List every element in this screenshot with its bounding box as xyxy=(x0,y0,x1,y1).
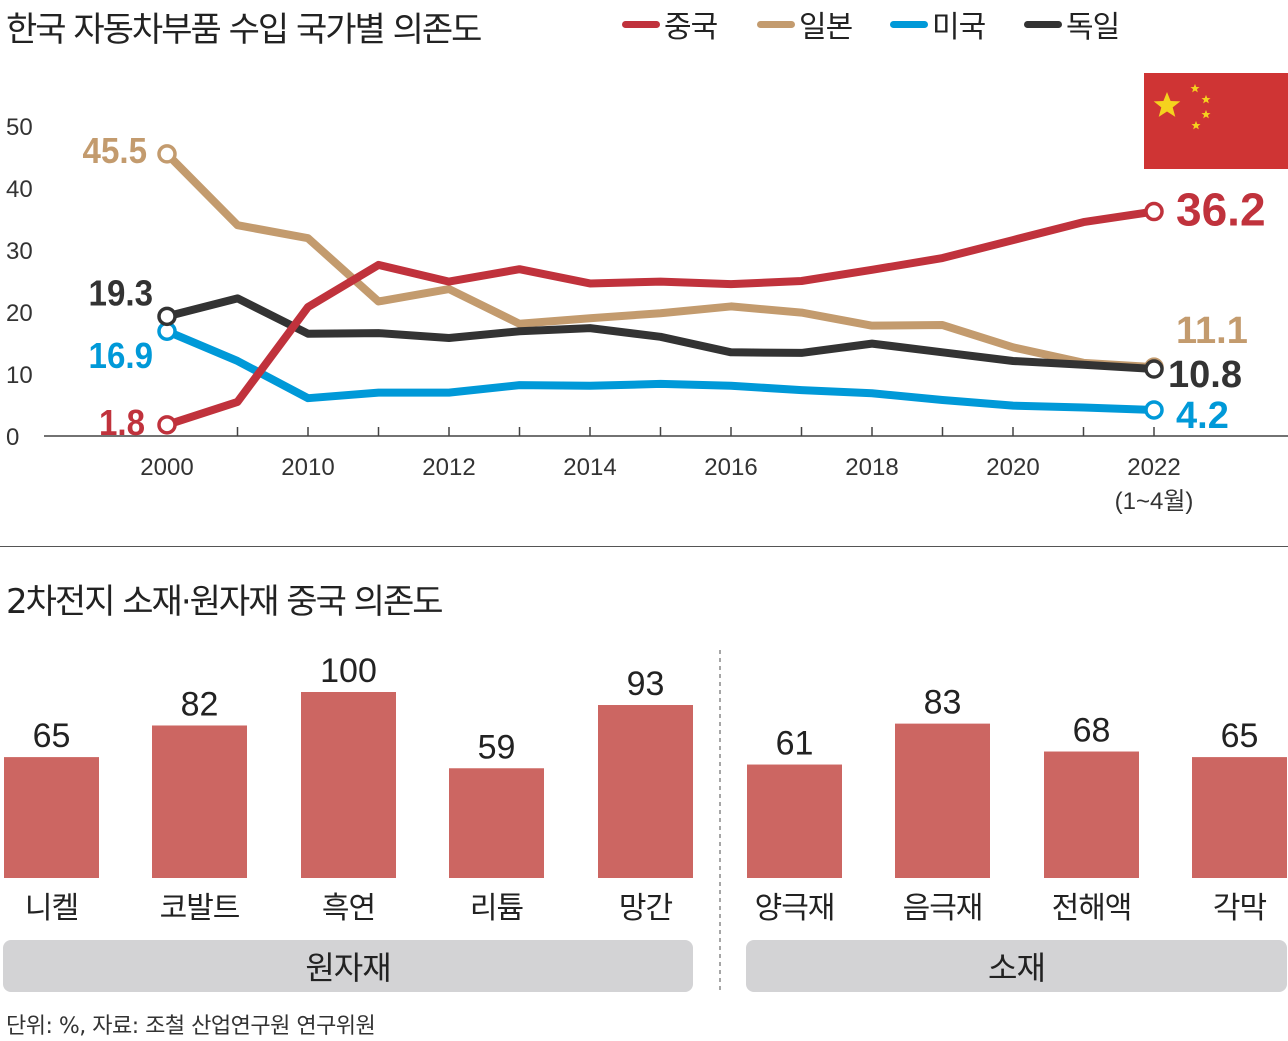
end-value-label-usa: 4.2 xyxy=(1176,395,1229,437)
endpoint-marker-japan xyxy=(157,144,177,164)
bar-value-label: 83 xyxy=(924,684,962,722)
legend-item-usa: 미국 xyxy=(890,6,986,45)
bar-3 xyxy=(301,692,396,878)
x-tick-label: 2018 xyxy=(845,454,898,481)
legend-swatch-germany xyxy=(1024,20,1062,28)
bar-category-label: 각막 xyxy=(1213,891,1267,926)
legend-label-usa: 미국 xyxy=(932,10,986,45)
bar-category-label: 망간 xyxy=(619,891,673,926)
x-tick-label: 2000 xyxy=(140,454,193,481)
line-series-usa xyxy=(163,327,1158,414)
group-label-materials: 소재 xyxy=(746,940,1287,992)
x-tick-label: 2014 xyxy=(563,454,616,481)
flag-star-small xyxy=(1191,120,1201,130)
x-tick-label: 2016 xyxy=(704,454,757,481)
bar-value-label: 82 xyxy=(181,685,219,723)
flag-star-small xyxy=(1201,109,1211,119)
bar-category-label: 음극재 xyxy=(903,891,983,926)
bar-value-label: 65 xyxy=(1221,717,1259,755)
start-value-label-china: 1.8 xyxy=(99,404,145,444)
endpoint-marker-usa xyxy=(1144,400,1164,420)
legend-swatch-china xyxy=(622,20,660,28)
source-note: 단위: %, 자료: 조철 산업연구원 연구위원 xyxy=(6,1014,376,1039)
bar-value-label: 93 xyxy=(627,665,665,703)
line-series-germany xyxy=(163,294,1158,374)
endpoint-marker-china xyxy=(157,415,177,435)
bar-category-label: 양극재 xyxy=(755,891,835,926)
bar-6 xyxy=(747,764,842,878)
bar-value-label: 61 xyxy=(776,725,814,763)
legend-item-china: 중국 xyxy=(622,6,718,45)
bar-4 xyxy=(449,768,544,878)
section-divider xyxy=(0,546,1288,547)
bar-7 xyxy=(895,723,990,878)
legend-swatch-usa xyxy=(890,20,928,28)
legend-swatch-japan xyxy=(757,20,795,28)
bar-category-label: 니켈 xyxy=(25,891,78,926)
y-tick-label: 40 xyxy=(6,176,33,203)
legend-item-japan: 일본 xyxy=(757,6,853,45)
legend-item-germany: 독일 xyxy=(1024,6,1120,45)
start-value-label-usa: 16.9 xyxy=(89,337,153,377)
y-tick-label: 0 xyxy=(6,424,19,451)
y-tick-label: 30 xyxy=(6,238,33,265)
flag-field xyxy=(1144,73,1288,169)
flag-star-large xyxy=(1153,92,1181,117)
bar-1 xyxy=(4,757,99,878)
y-tick-label: 10 xyxy=(6,362,33,389)
legend-label-china: 중국 xyxy=(664,10,718,45)
bar-category-label: 흑연 xyxy=(322,891,375,926)
y-tick-label: 20 xyxy=(6,300,33,327)
bar-8 xyxy=(1044,751,1139,878)
x-tick-label: 2012 xyxy=(422,454,475,481)
group-label-raw-materials: 원자재 xyxy=(3,940,693,992)
x-tick-label: 2020 xyxy=(986,454,1039,481)
end-value-label-germany: 10.8 xyxy=(1168,354,1242,396)
bar-9 xyxy=(1192,757,1287,878)
end-value-label-japan: 11.1 xyxy=(1176,310,1248,352)
bar-2 xyxy=(152,725,247,878)
flag-star-small xyxy=(1190,83,1200,93)
bar-value-label: 59 xyxy=(478,728,516,766)
x-tick-sublabel: (1~4월) xyxy=(1115,488,1194,515)
start-value-label-japan: 45.5 xyxy=(83,132,147,172)
x-tick-label: 2010 xyxy=(281,454,334,481)
legend-label-germany: 독일 xyxy=(1066,10,1120,45)
bar-value-label: 100 xyxy=(320,652,377,690)
line-series-china xyxy=(163,207,1158,429)
endpoint-marker-china xyxy=(1144,201,1164,222)
china-flag xyxy=(1144,73,1288,169)
bar-value-label: 65 xyxy=(33,717,71,755)
endpoint-marker-germany xyxy=(1144,359,1164,379)
flag-star-small xyxy=(1201,94,1211,104)
y-tick-label: 50 xyxy=(6,114,33,141)
end-value-label-china: 36.2 xyxy=(1176,184,1266,236)
endpoint-marker-germany xyxy=(157,306,177,327)
bar-category-label: 코발트 xyxy=(160,891,240,926)
line-chart-title: 한국 자동차부품 수입 국가별 의존도 xyxy=(6,10,482,50)
line-series-japan xyxy=(163,149,1158,372)
x-tick-label: 2022 xyxy=(1127,454,1180,481)
bar-category-label: 리튬 xyxy=(470,891,523,926)
bar-category-label: 전해액 xyxy=(1052,891,1132,926)
legend-label-japan: 일본 xyxy=(799,10,853,45)
start-value-label-germany: 19.3 xyxy=(89,274,153,314)
bar-5 xyxy=(598,705,693,878)
bar-value-label: 68 xyxy=(1073,712,1111,750)
bar-chart-title: 2차전지 소재·원자재 중국 의존도 xyxy=(6,582,444,622)
